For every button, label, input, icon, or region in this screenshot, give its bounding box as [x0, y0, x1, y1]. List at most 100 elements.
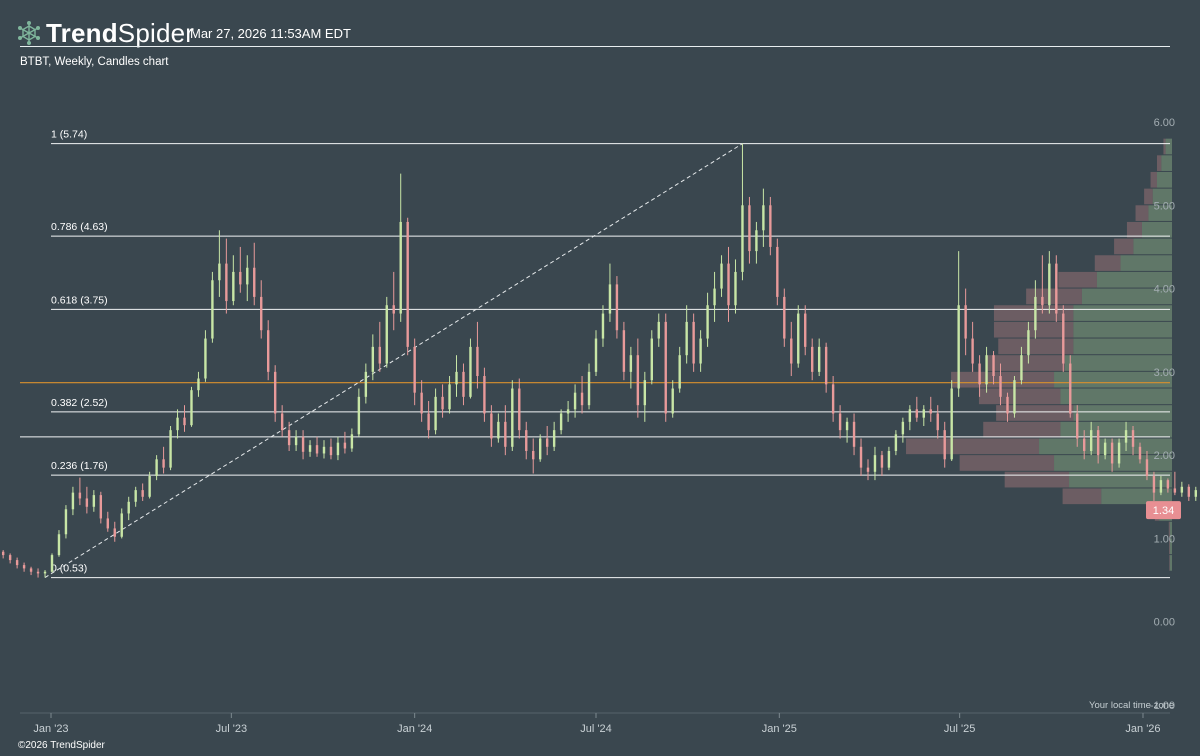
x-tick-label: Jul '23: [216, 723, 247, 735]
chart-timestamp: Mar 27, 2026 11:53AM EDT: [190, 26, 351, 41]
candle: [992, 351, 995, 385]
candle: [985, 346, 988, 393]
candle: [657, 313, 660, 347]
vp-bar-down: [1168, 538, 1170, 555]
candle: [936, 405, 939, 439]
fib-level-label: 0.618 (3.75): [51, 294, 108, 306]
candle: [225, 238, 228, 314]
candle: [964, 288, 967, 356]
time-axis: Jan '23 Jul '23 Jan '24 Jul '24 Jan '25 Jul '…: [20, 712, 1170, 735]
candle: [155, 455, 158, 481]
last-price-box: [1146, 501, 1181, 520]
candle: [64, 505, 68, 539]
candle: [950, 380, 953, 461]
candle: [887, 446, 891, 471]
candle: [1055, 255, 1058, 322]
volume-profile: [906, 138, 1172, 571]
candle: [364, 363, 368, 404]
candle: [518, 378, 521, 439]
candle: [650, 330, 653, 385]
candle: [8, 553, 12, 564]
candle: [748, 196, 751, 264]
candle: [232, 255, 235, 306]
candle: [260, 280, 263, 339]
candle: [406, 217, 409, 356]
vp-bar-up: [1169, 521, 1172, 538]
candle: [322, 440, 326, 459]
candle: [371, 334, 375, 381]
candle: [294, 430, 298, 451]
candle: [267, 320, 270, 381]
vp-bar-up: [1073, 338, 1172, 355]
fib-level-label: 0.236 (1.76): [51, 460, 108, 472]
vp-bar-down: [1026, 288, 1082, 305]
candle: [280, 405, 284, 437]
candle: [824, 342, 828, 393]
x-tick-label: Jan '26: [1125, 723, 1160, 735]
logo-wordmark: TrendSpider: [46, 17, 195, 48]
vp-bar-down: [1004, 471, 1070, 488]
candle: [497, 413, 500, 443]
candle: [685, 305, 688, 364]
candle: [476, 321, 479, 389]
candle: [246, 255, 249, 302]
candle: [441, 384, 444, 418]
candle: [859, 438, 863, 476]
candle: [308, 440, 312, 457]
vp-bar-up: [1169, 538, 1172, 555]
candle: [894, 430, 898, 456]
candle: [845, 417, 849, 443]
candle: [943, 421, 946, 468]
candle: [741, 143, 744, 281]
chart-subtitle: BTBT, Weekly, Candles chart: [20, 56, 169, 68]
trendspider-logo: TrendSpider: [16, 18, 194, 48]
vp-bar-up: [1161, 155, 1172, 171]
candle: [197, 371, 200, 397]
vp-bar-down: [1126, 221, 1142, 238]
candle: [713, 271, 716, 322]
x-tick-label: Jan '23: [33, 723, 68, 735]
y-tick-label: 3.00: [1154, 367, 1175, 379]
candle: [134, 486, 137, 507]
candle: [413, 338, 416, 406]
candle: [1124, 421, 1128, 451]
x-tick-label: Jan '24: [397, 723, 432, 735]
candle: [141, 483, 144, 501]
candle: [29, 566, 33, 576]
header-divider: [20, 46, 1170, 47]
copyright: ©2026 TrendSpider: [18, 740, 105, 751]
vp-bar-up: [1060, 421, 1172, 438]
candle: [127, 496, 130, 521]
candle: [183, 405, 186, 432]
candle: [1006, 392, 1009, 422]
vp-bar-up: [1073, 305, 1172, 321]
y-tick-label: 4.00: [1154, 284, 1175, 296]
vp-bar-up: [1060, 388, 1172, 405]
candle: [469, 338, 472, 399]
vp-bar-down: [1163, 138, 1166, 155]
candle: [1083, 430, 1086, 460]
vp-bar-up: [1069, 471, 1172, 488]
fib-level-label: 0 (0.53): [51, 563, 87, 575]
candle: [71, 486, 75, 516]
candle: [797, 305, 800, 368]
x-tick-label: Jul '25: [944, 723, 975, 735]
candle: [336, 436, 340, 461]
candles: [1, 143, 1197, 578]
fib-trend-line: [44, 143, 743, 578]
candle: [664, 313, 667, 422]
candle: [1, 550, 5, 559]
candle: [1131, 425, 1135, 456]
candle: [1145, 450, 1149, 481]
candle: [866, 459, 870, 481]
candle: [608, 263, 612, 322]
candle: [190, 386, 193, 427]
candle: [999, 363, 1002, 406]
candle: [1048, 251, 1051, 314]
candle: [1152, 471, 1156, 501]
vp-bar-up: [1141, 221, 1172, 238]
candle: [971, 321, 974, 372]
y-tick-label: 6.00: [1154, 117, 1175, 129]
candle: [329, 438, 333, 460]
